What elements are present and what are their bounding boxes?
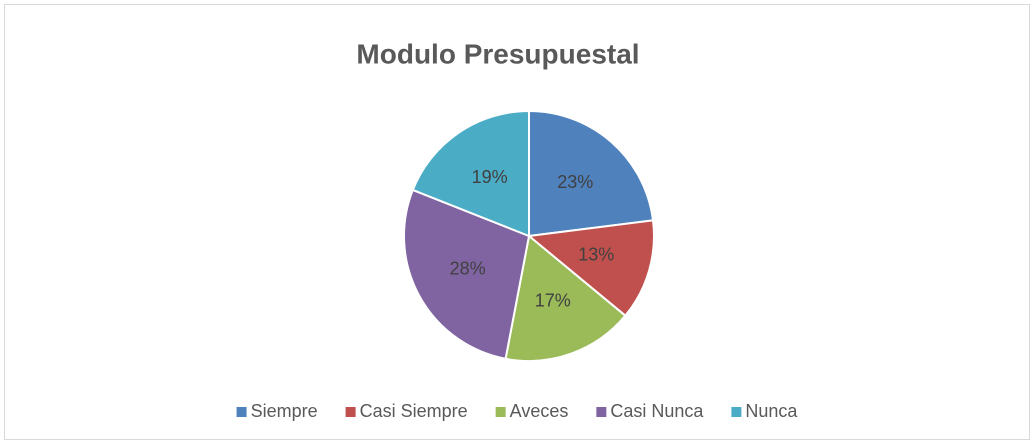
legend-swatch — [345, 407, 356, 417]
data-label: 23% — [557, 172, 593, 192]
legend-label: Nunca — [745, 401, 798, 421]
data-label: 17% — [535, 291, 571, 311]
data-label: 13% — [578, 244, 614, 264]
legend-label: Aveces — [510, 401, 569, 421]
legend-swatch — [596, 407, 607, 417]
pie-slice — [403, 188, 531, 360]
pie-slice — [528, 109, 655, 238]
pie: 23% 13% 17% 28% 19% — [403, 109, 655, 362]
pie-slice — [504, 234, 627, 362]
legend-swatch — [236, 407, 247, 417]
legend-label: Casi Nunca — [610, 401, 704, 421]
pie-slice — [526, 219, 655, 318]
data-label: 19% — [472, 167, 508, 187]
pie-slice — [411, 109, 530, 238]
chart-title: Modulo Presupuestal — [356, 38, 639, 69]
legend-swatch — [731, 407, 742, 417]
legend: Siempre Casi Siempre Aveces Casi Nunca Nunca — [236, 401, 798, 421]
legend-label: Casi Siempre — [360, 401, 468, 421]
legend-swatch — [495, 407, 506, 417]
data-label: 28% — [450, 258, 486, 278]
legend-label: Siempre — [251, 401, 318, 421]
